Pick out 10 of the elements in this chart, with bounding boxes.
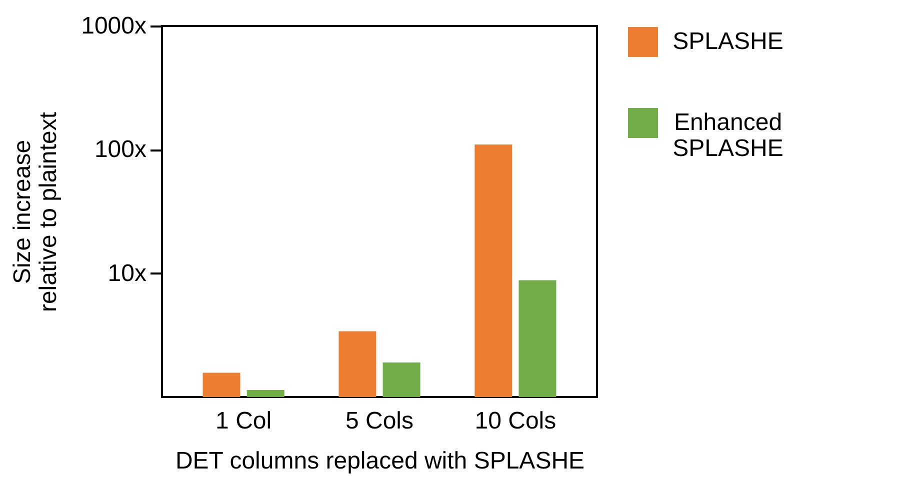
y-tick-label: 1000x [81,12,146,40]
x-tick-label: 1 Col [216,408,272,434]
legend-label: Enhanced SPLASHE [672,109,784,162]
x-tick-label: 10 Cols [474,408,556,434]
x-axis-title: DET columns replaced with SPLASHE [175,448,585,474]
legend-label: SPLASHE [672,28,784,55]
x-tick-label: 5 Cols [345,408,414,434]
y-axis-title: Size increase relative to plaintext [9,112,62,312]
y-tick-label: 10x [108,260,146,287]
y-tick-label: 100x [94,136,146,164]
